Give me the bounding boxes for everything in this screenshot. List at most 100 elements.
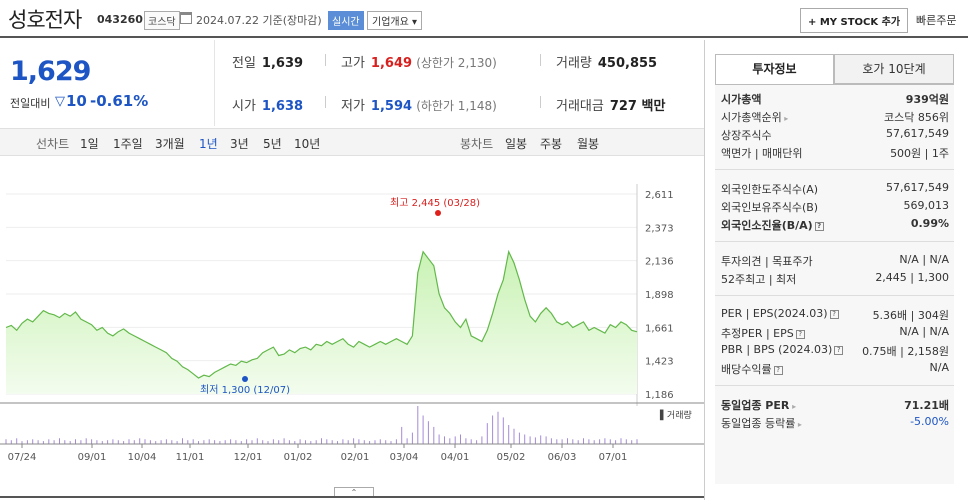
help-icon[interactable]: ? [814,221,824,231]
info-row: 52주최고 | 최저 2,445 | 1,300 [721,271,949,287]
help-icon[interactable]: ? [834,345,844,355]
tab-investment-info[interactable]: 투자정보 [715,54,834,84]
info-value: 0.75배 | 2,158원 [862,345,949,358]
info-value: 코스닥 856위 [884,111,949,124]
current-price: 1,629 [10,56,91,87]
x-tick-label: 04/01 [441,452,470,463]
info-row: 외국인한도주식수(A) 57,617,549 [721,181,949,197]
info-label: 시가총액 [721,93,762,106]
volume-legend: ▌거래량 [659,409,692,421]
info-row: 외국인보유주식수(B) 569,013 [721,199,949,215]
info-value: 5.36배 | 304원 [872,309,949,322]
info-value: N/A | N/A [899,325,949,338]
info-value: 0.99% [910,217,949,230]
info-label: 동일업종 등락률 ▸ [721,417,802,430]
info-label: PER | EPS(2024.03)? [721,307,839,320]
tab-monthly[interactable]: 월봉 [577,137,600,151]
stock-code: 043260 [97,13,143,26]
info-value: 939억원 [905,93,949,106]
divider [540,54,541,66]
info-row: 시가총액순위 ▸ 코스닥 856위 [721,109,949,125]
tab-3y[interactable]: 3년 [230,137,249,151]
tab-5y[interactable]: 5년 [263,137,282,151]
candle-chart-label: 봉차트 [460,137,494,151]
info-value: 569,013 [903,199,950,212]
tab-1y[interactable]: 1년 [199,137,218,151]
info-label: 시가총액순위 ▸ [721,111,789,124]
arrow-right-icon[interactable]: ▸ [795,420,802,429]
info-row: 동일업종 PER ▸ 71.21배 [721,397,949,413]
market-badge: 코스닥 [144,11,180,30]
tab-3m[interactable]: 3개월 [155,137,185,151]
x-tick-label: 10/04 [128,452,157,463]
line-chart-label: 선차트 [36,137,70,151]
price-line [5,249,638,379]
arrow-right-icon[interactable]: ▸ [781,114,789,123]
change-label: 전일대비 [10,97,51,110]
info-value: 500원 | 1주 [890,147,949,160]
info-value: N/A [929,361,949,374]
info-row: 추정PER | EPS? N/A | N/A [721,325,949,341]
stat-low: 저가 1,594 (하한가 1,148) [341,99,497,114]
y-tick-label: 1,186 [645,390,674,401]
info-label: 외국인보유주식수(B) [721,201,819,214]
collapse-handle[interactable]: ⌃ [334,487,374,497]
stat-open: 시가 1,638 [232,99,304,114]
high-label: 최고 2,445 (03/28) [390,197,480,209]
realtime-button[interactable]: 실시간 [328,11,364,30]
tab-order-book[interactable]: 호가 10단계 [834,54,954,84]
quick-order-button[interactable]: 빠른주문 [916,14,957,27]
x-tick-label: 03/04 [390,452,419,463]
tab-1d[interactable]: 1일 [80,137,99,151]
info-value: -5.00% [910,415,949,428]
price-area [6,251,637,394]
stat-amount: 거래대금 727 백만 [556,99,666,114]
divider [540,96,541,108]
tab-10y[interactable]: 10년 [294,137,321,151]
help-icon[interactable]: ? [795,329,805,339]
info-label: 동일업종 PER ▸ [721,399,797,412]
y-tick-label: 2,611 [645,190,674,201]
info-label: 배당수익률? [721,361,783,377]
divider [0,496,704,498]
info-row: 시가총액 939억원 [721,91,949,107]
y-tick-label: 1,661 [645,323,674,334]
y-tick-label: 1,898 [645,290,674,301]
tab-1w[interactable]: 1주일 [113,137,143,151]
stat-volume: 거래량 450,855 [556,56,658,71]
date-text: 2024.07.22 기준(장마감) [196,14,322,27]
chart-period-tabs: 선차트 1일 1주일 3개월 1년 3년 5년 10년 봉차트 일봉 주봉 월봉 [0,128,704,156]
company-info-dropdown[interactable]: 기업개요 ▾ [367,11,423,30]
info-label: 추정PER | EPS? [721,325,805,341]
info-row: 외국인소진율(B/A)? 0.99% [721,217,949,233]
info-value: 57,617,549 [886,181,949,194]
divider [715,241,954,242]
info-row: 투자의견 | 목표주가 N/A | N/A [721,253,949,269]
help-icon[interactable]: ? [829,309,839,319]
header: 성호전자 043260 코스닥 2024.07.22 기준(장마감) 실시간 기… [0,0,968,38]
my-stock-add-button[interactable]: + MY STOCK 추가 [800,8,909,33]
x-tick-label: 11/01 [176,452,205,463]
y-tick-label: 2,136 [645,257,674,268]
tab-weekly[interactable]: 주봉 [540,137,563,151]
info-label: 투자의견 | 목표주가 [721,255,813,268]
divider [715,295,954,296]
info-label: 상장주식수 [721,129,772,142]
help-icon[interactable]: ? [773,365,783,375]
price-chart-svg: 2,611 2,373 2,136 1,898 1,661 1,423 1,186 최고 2,… [0,184,704,463]
x-tick-label: 02/01 [341,452,370,463]
stat-prev: 전일 1,639 [232,56,304,71]
stock-name: 성호전자 [8,8,82,32]
info-row: PER | EPS(2024.03)? 5.36배 | 304원 [721,307,949,323]
info-value: N/A | N/A [899,253,949,266]
change-value: 10 [66,92,87,110]
x-tick-label: 05/02 [497,452,526,463]
arrow-right-icon[interactable]: ▸ [789,402,797,411]
price-chart: 2,611 2,373 2,136 1,898 1,661 1,423 1,186 최고 2,… [0,156,704,496]
x-tick-label: 01/02 [284,452,313,463]
info-label: 액면가 | 매매단위 [721,147,803,160]
info-value: 71.21배 [904,399,949,412]
info-label: PBR | BPS (2024.03)? [721,343,844,356]
tab-daily[interactable]: 일봉 [505,137,528,151]
